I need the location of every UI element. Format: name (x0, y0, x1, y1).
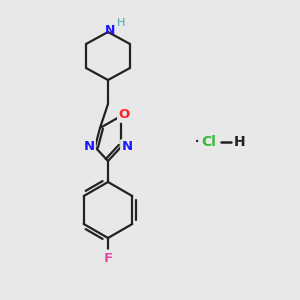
Text: N: N (122, 140, 133, 154)
Text: H: H (234, 135, 246, 149)
Text: O: O (118, 109, 130, 122)
Text: H: H (117, 18, 125, 28)
Text: ·: · (194, 133, 200, 152)
Text: Cl: Cl (202, 135, 216, 149)
Text: N: N (105, 23, 115, 37)
Text: N: N (83, 140, 94, 154)
Text: F: F (103, 251, 112, 265)
